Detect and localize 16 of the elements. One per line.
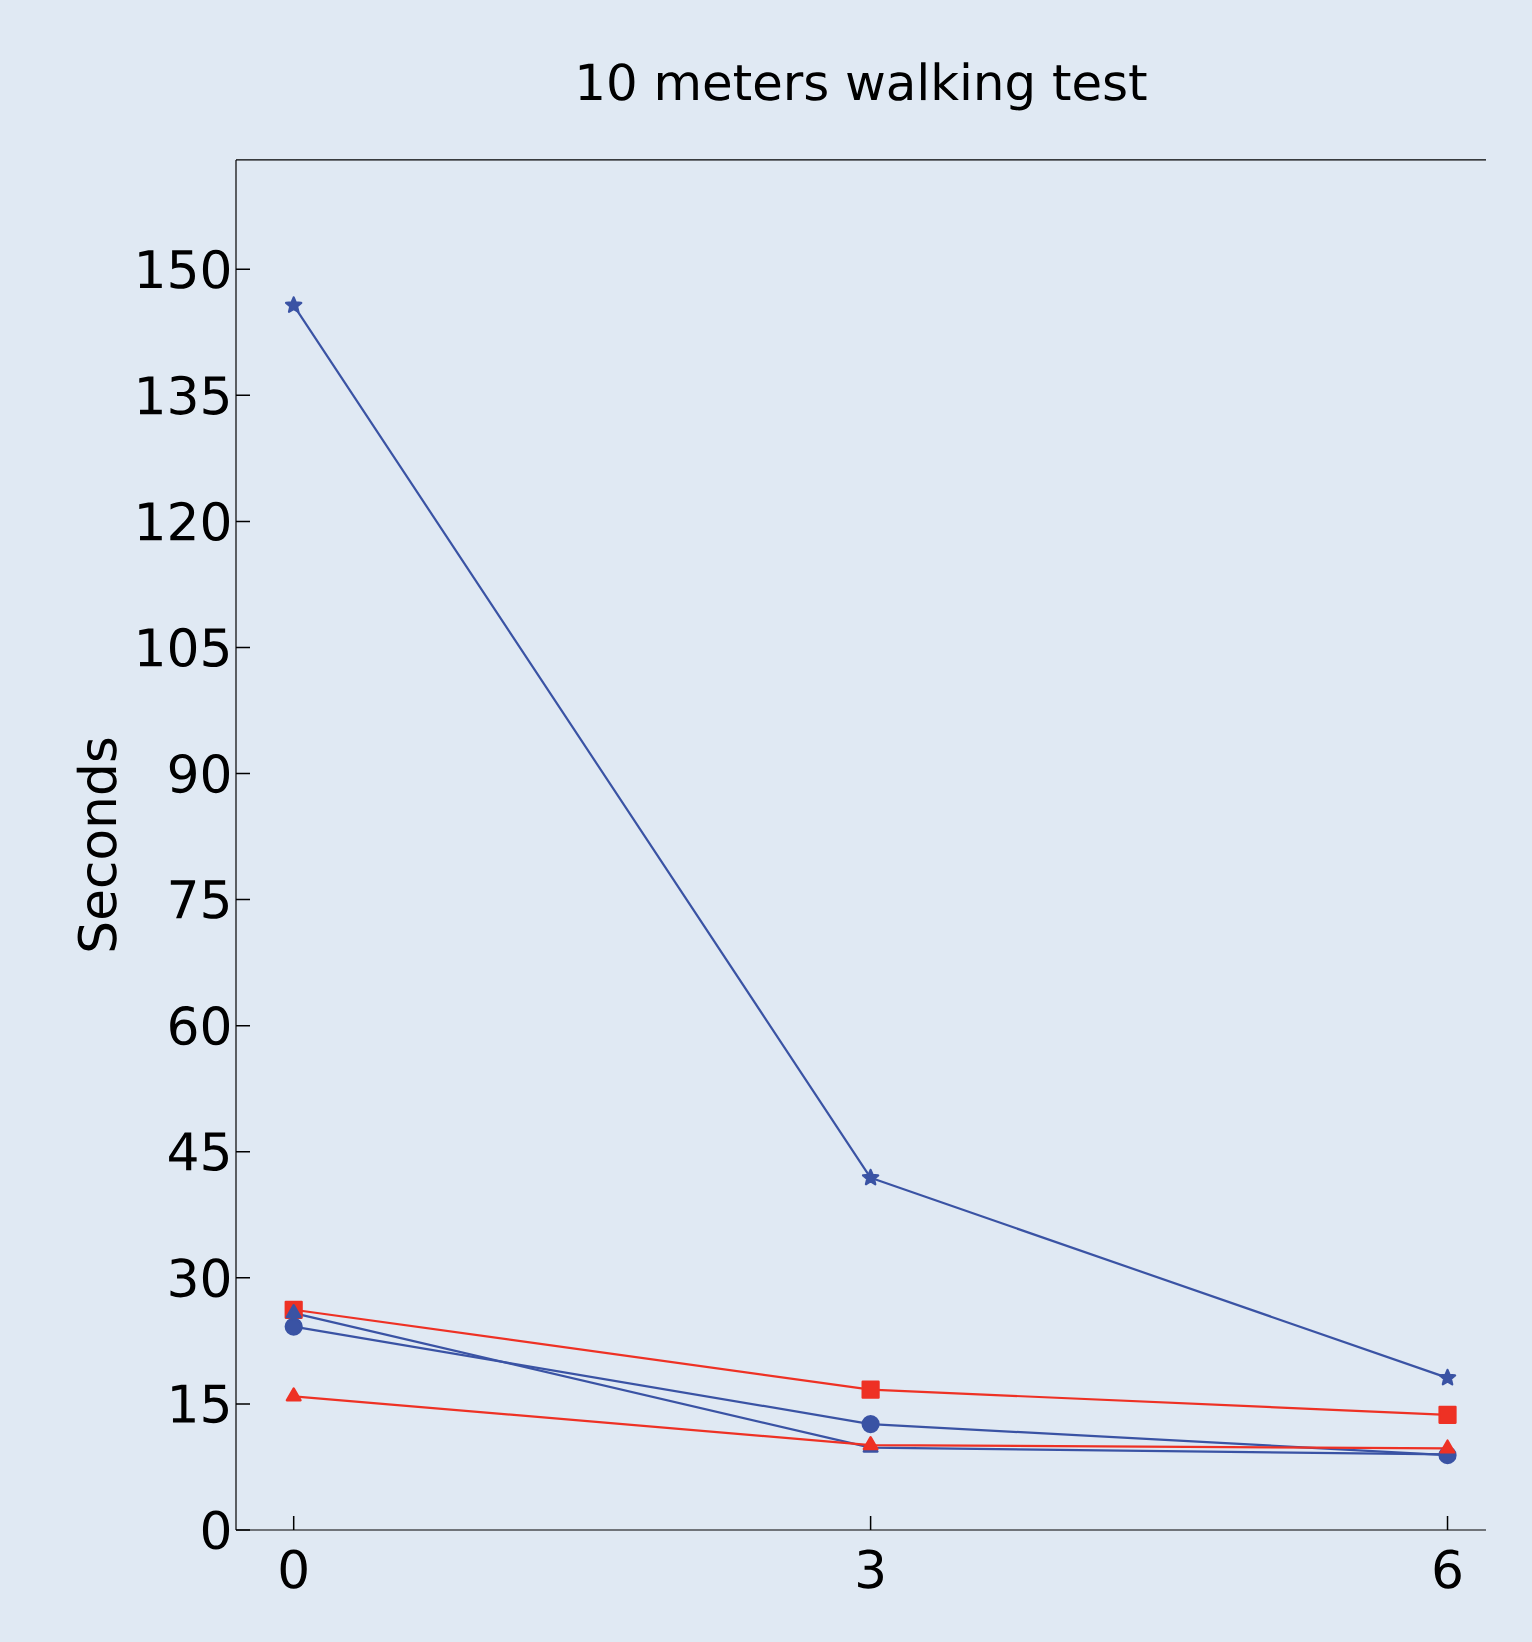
y-tick-label: 30: [170, 1258, 230, 1298]
y-tick-label: 0: [202, 1510, 230, 1550]
x-tick-label: 3: [858, 1549, 883, 1589]
y-tick-label: 15: [172, 1384, 228, 1424]
y-tick-label: 135: [139, 375, 228, 415]
y-tick-label: 105: [139, 627, 228, 668]
x-tick-label: 6: [1434, 1549, 1461, 1589]
y-tick-label: 150: [139, 249, 230, 289]
chart-title: 10 meters walking test: [579, 62, 1147, 111]
x-tick-label: 0: [280, 1549, 307, 1589]
y-tick-label: 120: [139, 501, 230, 541]
y-axis-title: Seconds: [76, 738, 117, 951]
y-tick-label: 60: [170, 1006, 230, 1046]
y-tick-label: 75: [170, 880, 228, 919]
y-tick-label: 45: [169, 1132, 228, 1172]
y-tick-label: 90: [169, 753, 230, 794]
